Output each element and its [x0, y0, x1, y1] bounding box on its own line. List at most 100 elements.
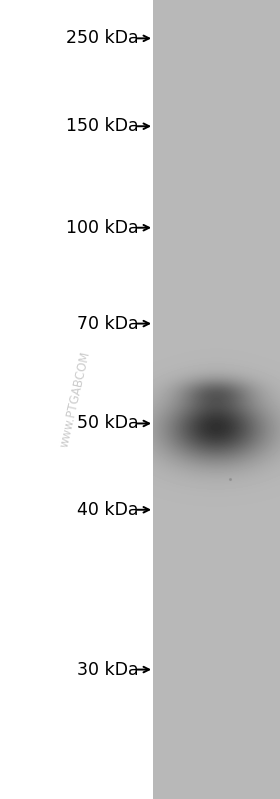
Bar	[153, 759, 280, 767]
Bar	[153, 96, 280, 104]
Text: 50 kDa: 50 kDa	[77, 415, 139, 432]
Bar	[153, 791, 280, 799]
Bar	[153, 407, 280, 415]
Bar	[153, 719, 280, 727]
Bar	[153, 471, 280, 479]
Bar	[153, 631, 280, 639]
Bar	[153, 112, 280, 120]
Bar	[153, 280, 280, 288]
Bar	[153, 751, 280, 759]
Bar	[153, 392, 280, 400]
Bar	[153, 511, 280, 519]
Bar	[153, 575, 280, 583]
Bar	[153, 639, 280, 647]
Bar	[153, 40, 280, 48]
Bar	[153, 703, 280, 711]
Bar	[153, 56, 280, 64]
Bar	[153, 168, 280, 176]
Bar	[153, 176, 280, 184]
Bar	[153, 264, 280, 272]
Bar	[153, 775, 280, 783]
Bar	[153, 591, 280, 599]
Text: www.PTGABCOM: www.PTGABCOM	[58, 350, 93, 449]
Bar	[153, 120, 280, 128]
Text: 250 kDa: 250 kDa	[66, 30, 139, 47]
Bar	[153, 128, 280, 136]
Bar	[153, 152, 280, 160]
Text: 100 kDa: 100 kDa	[66, 219, 139, 237]
Bar	[153, 376, 280, 384]
Bar	[153, 72, 280, 80]
Bar	[153, 503, 280, 511]
Bar	[153, 88, 280, 96]
Bar	[153, 535, 280, 543]
Bar	[153, 8, 280, 16]
Bar	[153, 607, 280, 615]
Bar	[153, 463, 280, 471]
Bar	[153, 623, 280, 631]
Text: 40 kDa: 40 kDa	[77, 501, 139, 519]
Bar	[153, 543, 280, 551]
Bar	[153, 495, 280, 503]
Bar	[153, 439, 280, 447]
Bar	[153, 304, 280, 312]
Bar	[153, 687, 280, 695]
Bar	[153, 431, 280, 439]
Bar	[153, 328, 280, 336]
Bar	[153, 695, 280, 703]
Text: 150 kDa: 150 kDa	[66, 117, 139, 135]
Text: 30 kDa: 30 kDa	[77, 661, 139, 678]
Bar	[153, 559, 280, 567]
Bar	[153, 735, 280, 743]
Bar	[153, 423, 280, 431]
Bar	[153, 551, 280, 559]
Bar	[153, 144, 280, 152]
Bar	[153, 519, 280, 527]
Bar	[153, 312, 280, 320]
Bar	[153, 447, 280, 455]
Bar	[153, 767, 280, 775]
Bar	[153, 655, 280, 663]
Bar	[153, 16, 280, 24]
Bar	[153, 479, 280, 487]
Bar	[153, 727, 280, 735]
Bar	[153, 663, 280, 671]
Bar	[153, 384, 280, 392]
Bar	[153, 599, 280, 607]
Bar	[153, 288, 280, 296]
Bar	[153, 248, 280, 256]
Bar	[153, 352, 280, 360]
Bar	[153, 272, 280, 280]
Bar	[153, 232, 280, 240]
Bar	[153, 415, 280, 423]
Bar	[153, 48, 280, 56]
Bar	[153, 296, 280, 304]
Bar	[153, 24, 280, 32]
Bar	[153, 344, 280, 352]
Bar	[153, 527, 280, 535]
Bar	[153, 240, 280, 248]
Bar	[153, 136, 280, 144]
Bar	[153, 783, 280, 791]
Bar	[153, 104, 280, 112]
Bar	[153, 200, 280, 208]
Text: 70 kDa: 70 kDa	[77, 315, 139, 332]
Bar	[153, 615, 280, 623]
Bar	[153, 671, 280, 679]
Bar	[153, 208, 280, 216]
Bar	[153, 0, 280, 8]
Bar	[153, 224, 280, 232]
Bar	[153, 368, 280, 376]
Bar	[153, 583, 280, 591]
Bar	[153, 64, 280, 72]
Bar	[153, 192, 280, 200]
Bar	[153, 567, 280, 575]
Bar	[153, 216, 280, 224]
Bar	[153, 455, 280, 463]
Bar	[153, 679, 280, 687]
Bar	[153, 184, 280, 192]
Bar	[153, 647, 280, 655]
Bar	[153, 360, 280, 368]
Bar	[153, 160, 280, 168]
Bar	[153, 32, 280, 40]
